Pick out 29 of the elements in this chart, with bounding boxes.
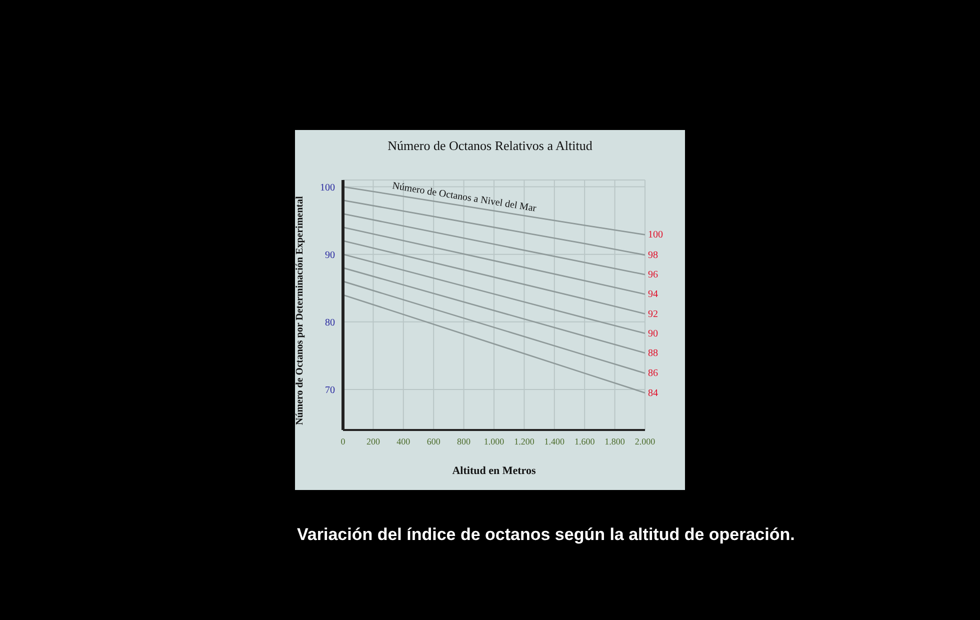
- series-label: 90: [648, 328, 658, 340]
- series-label: 92: [648, 308, 658, 320]
- series-label: 100: [648, 230, 663, 241]
- x-tick-label: 1.200: [514, 436, 535, 446]
- series-label: 86: [648, 368, 658, 380]
- x-tick-label: 0: [340, 436, 346, 446]
- annotation: Número de Octanos a Nivel del Mar: [391, 180, 538, 215]
- series-label: 96: [648, 270, 658, 281]
- x-tick-label: 600: [426, 436, 441, 446]
- x-tick-label: 1.000: [484, 436, 505, 446]
- x-tick-label: 2.000: [634, 436, 656, 446]
- y-tick-label: 90: [325, 250, 335, 261]
- text: Variación del índice de octanos según la altitud de operación.: [297, 525, 795, 545]
- x-axis-title: Altitud en Metros: [452, 465, 536, 477]
- x-tick-label: 1.600: [574, 436, 596, 446]
- series-label: 84: [648, 388, 658, 399]
- series-label: 94: [648, 289, 658, 300]
- y-tick-label: 80: [325, 317, 335, 328]
- x-tick-label: 1.800: [604, 436, 626, 446]
- x-tick-label: 1.400: [544, 436, 566, 446]
- x-tick-label: 200: [366, 436, 380, 446]
- series-label: 88: [648, 348, 658, 359]
- x-tick-label: 800: [457, 436, 472, 446]
- series-label: 98: [648, 250, 658, 261]
- y-tick-label: 100: [320, 182, 335, 194]
- x-tick-label: 400: [396, 436, 411, 446]
- y-axis-title: Número de Octanos por Determinación Experimental: [294, 196, 306, 425]
- y-tick-label: 70: [325, 385, 335, 396]
- chart-title: Número de Octanos Relativos a Altitud: [386, 138, 594, 155]
